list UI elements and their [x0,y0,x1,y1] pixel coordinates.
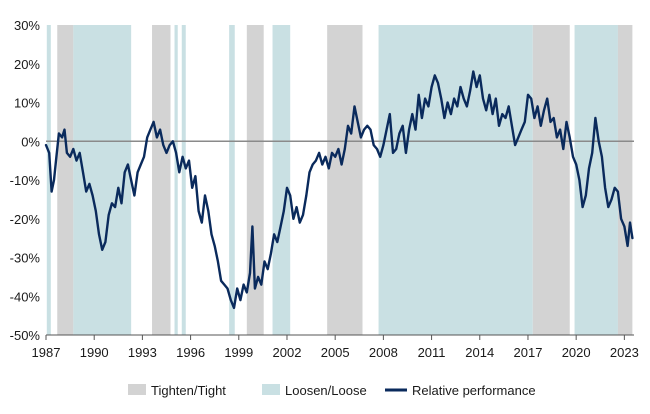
x-tick-label: 2023 [610,345,639,360]
legend-label: Tighten/Tight [151,383,226,398]
x-tick-label: 1996 [176,345,205,360]
legend-swatch-1 [262,384,280,395]
x-tick-label: 1990 [80,345,109,360]
x-tick-label: 2011 [418,345,446,360]
legend-label: Relative performance [412,383,536,398]
policy-bands [46,25,633,335]
x-tick-label: 2014 [465,345,494,360]
x-tick-label: 2017 [514,345,543,360]
x-tick-label: 2002 [273,345,302,360]
y-tick-label: -40% [10,289,41,304]
legend-swatch-0 [128,384,146,395]
x-tick-label: 1987 [32,345,61,360]
y-tick-label: 30% [14,18,40,33]
loosen-band-6 [229,25,235,335]
loosen-band-4 [174,25,178,335]
legend: Tighten/Tight Loosen/Loose Relative perfor… [128,383,536,398]
x-tick-label: 2020 [562,345,591,360]
tighten-band-13 [617,25,633,335]
loosen-band-10 [378,25,533,335]
y-tick-label: -10% [10,173,41,188]
relative-performance-line [44,70,634,310]
tighten-band-11 [532,25,570,335]
y-axis: 30% 20% 10% 0% -10% -20% -30% -40% -50% [10,18,41,343]
x-axis: 1987 1990 1993 1996 1999 2002 2005 2008 2011 2014… [32,334,639,360]
x-tick-label: 1999 [224,345,253,360]
y-tick-label: -20% [10,212,41,227]
loosen-band-2 [73,25,132,335]
x-tick-label: 2008 [369,345,398,360]
tighten-band-1 [57,25,74,335]
tighten-band-9 [327,25,363,335]
loosen-band-12 [574,25,618,335]
legend-label: Loosen/Loose [285,383,367,398]
x-tick-label: 1993 [128,345,157,360]
y-tick-label: 0% [21,134,40,149]
y-tick-label: 10% [14,96,40,111]
x-tick-label: 2005 [321,345,350,360]
y-tick-label: -50% [10,328,41,343]
y-tick-label: 20% [14,57,40,72]
series [44,70,634,310]
tighten-band-3 [152,25,171,335]
loosen-band-5 [181,25,186,335]
loosen-band-8 [272,25,291,335]
loosen-band-0 [46,25,51,335]
y-tick-label: -30% [10,251,41,266]
